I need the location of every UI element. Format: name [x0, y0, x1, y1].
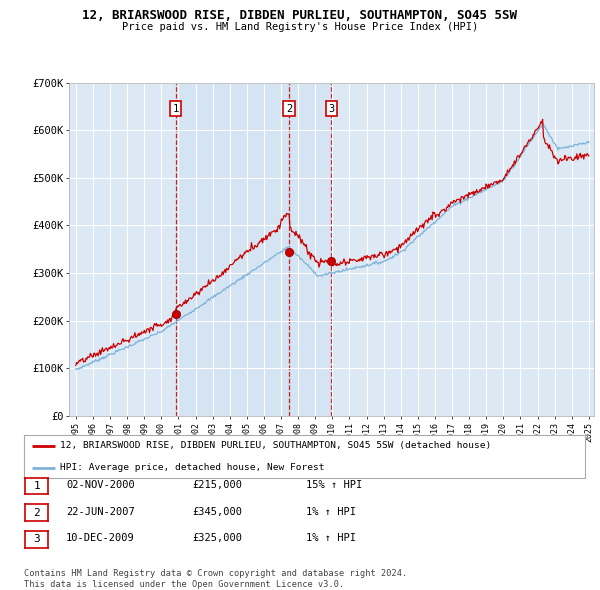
Text: Contains HM Land Registry data © Crown copyright and database right 2024.: Contains HM Land Registry data © Crown c…: [24, 569, 407, 578]
Text: 2: 2: [286, 104, 292, 114]
Text: 1% ↑ HPI: 1% ↑ HPI: [306, 533, 356, 543]
Bar: [176, 83, 289, 416]
Text: 3: 3: [33, 535, 40, 544]
Text: Price paid vs. HM Land Registry's House Price Index (HPI): Price paid vs. HM Land Registry's House …: [122, 22, 478, 32]
Text: 02-NOV-2000: 02-NOV-2000: [66, 480, 135, 490]
Text: HPI: Average price, detached house, New Forest: HPI: Average price, detached house, New …: [61, 463, 325, 472]
Text: 10-DEC-2009: 10-DEC-2009: [66, 533, 135, 543]
Text: 1: 1: [173, 104, 179, 114]
Text: 2: 2: [33, 508, 40, 517]
Text: 1: 1: [33, 481, 40, 491]
Text: This data is licensed under the Open Government Licence v3.0.: This data is licensed under the Open Gov…: [24, 579, 344, 589]
Text: 12, BRIARSWOOD RISE, DIBDEN PURLIEU, SOUTHAMPTON, SO45 5SW (detached house): 12, BRIARSWOOD RISE, DIBDEN PURLIEU, SOU…: [61, 441, 492, 450]
Text: 22-JUN-2007: 22-JUN-2007: [66, 507, 135, 516]
Text: 3: 3: [328, 104, 334, 114]
Text: 12, BRIARSWOOD RISE, DIBDEN PURLIEU, SOUTHAMPTON, SO45 5SW: 12, BRIARSWOOD RISE, DIBDEN PURLIEU, SOU…: [83, 9, 517, 22]
Text: £345,000: £345,000: [192, 507, 242, 516]
Text: 15% ↑ HPI: 15% ↑ HPI: [306, 480, 362, 490]
Bar: [289, 83, 331, 416]
Text: 1% ↑ HPI: 1% ↑ HPI: [306, 507, 356, 516]
Text: £215,000: £215,000: [192, 480, 242, 490]
Text: £325,000: £325,000: [192, 533, 242, 543]
